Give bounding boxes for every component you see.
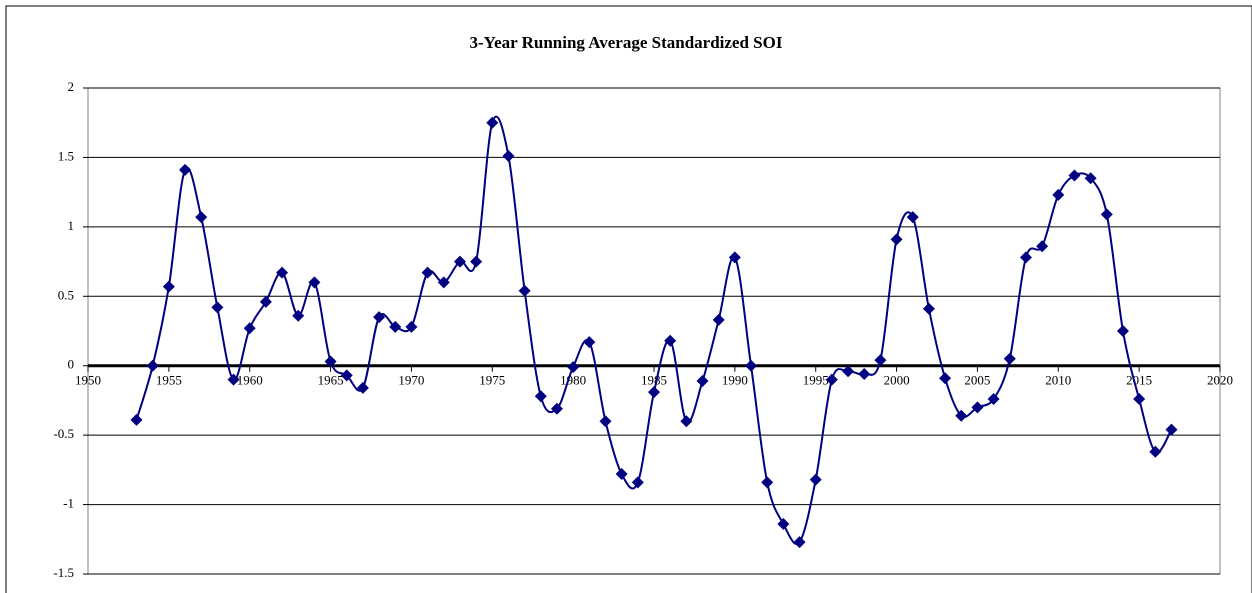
- data-point: [906, 211, 919, 224]
- y-tick-label: -1: [63, 496, 74, 511]
- data-point: [599, 415, 612, 428]
- y-tick-label: 2: [68, 79, 75, 94]
- y-tick-label: 0.5: [58, 287, 74, 302]
- data-point: [518, 284, 531, 297]
- data-point: [1003, 352, 1016, 365]
- data-point: [1068, 169, 1081, 182]
- data-point: [405, 320, 418, 333]
- data-point: [227, 373, 240, 386]
- x-tick-label: 1995: [803, 373, 829, 388]
- x-tick-label: 1950: [75, 373, 101, 388]
- data-point: [356, 381, 369, 394]
- plot-area: [87, 87, 1221, 575]
- x-tick-label: 2015: [1126, 373, 1152, 388]
- data-point: [1165, 423, 1178, 436]
- data-point: [437, 276, 450, 289]
- data-point: [567, 361, 580, 374]
- x-tick-label: 1975: [479, 373, 505, 388]
- data-point: [195, 211, 208, 224]
- data-point: [664, 334, 677, 347]
- data-point: [502, 150, 515, 163]
- data-point: [324, 355, 337, 368]
- data-point: [793, 536, 806, 549]
- y-tick-label: -1.5: [53, 565, 74, 580]
- data-point: [1019, 251, 1032, 264]
- data-point: [712, 313, 725, 326]
- data-point: [1052, 188, 1065, 201]
- data-point: [987, 393, 1000, 406]
- y-tick-label: 1: [68, 218, 75, 233]
- data-point: [211, 301, 224, 314]
- y-tick-label: 1.5: [58, 148, 74, 163]
- x-tick-label: 1970: [398, 373, 424, 388]
- data-point: [631, 476, 644, 489]
- data-point: [745, 359, 758, 372]
- data-point: [340, 369, 353, 382]
- data-point: [728, 251, 741, 264]
- data-point: [1100, 208, 1113, 221]
- data-point: [874, 354, 887, 367]
- data-point: [292, 309, 305, 322]
- data-point: [453, 255, 466, 268]
- data-point: [276, 266, 289, 279]
- data-point: [130, 413, 143, 426]
- data-point: [1149, 445, 1162, 458]
- data-point: [761, 476, 774, 489]
- chart-border: [5, 5, 1252, 593]
- data-point: [1084, 172, 1097, 185]
- x-tick-label: 2005: [964, 373, 990, 388]
- x-tick-label: 2000: [884, 373, 910, 388]
- data-point: [809, 473, 822, 486]
- data-point: [550, 402, 563, 415]
- data-point: [939, 372, 952, 385]
- data-point: [243, 322, 256, 335]
- data-point: [1116, 325, 1129, 337]
- x-tick-label: 2020: [1207, 373, 1233, 388]
- data-point: [583, 336, 596, 349]
- data-point: [1133, 393, 1146, 406]
- data-point: [179, 163, 192, 176]
- y-tick-label: 0: [68, 357, 75, 372]
- data-point: [922, 302, 935, 315]
- data-point: [308, 276, 321, 289]
- data-point: [890, 233, 903, 246]
- x-tick-label: 1985: [641, 373, 667, 388]
- x-tick-label: 2010: [1045, 373, 1071, 388]
- data-point: [696, 374, 709, 387]
- data-point: [971, 401, 984, 414]
- x-tick-label: 1960: [237, 373, 263, 388]
- data-point: [534, 390, 547, 403]
- data-point: [162, 280, 175, 293]
- series-line: [135, 115, 1173, 545]
- data-point: [825, 373, 838, 386]
- data-point: [777, 518, 790, 531]
- data-point: [680, 415, 693, 428]
- x-tick-label: 1990: [722, 373, 748, 388]
- x-tick-label: 1955: [156, 373, 182, 388]
- data-point: [615, 468, 628, 481]
- chart-title: 3-Year Running Average Standardized SOI: [470, 33, 783, 52]
- x-tick-label: 1980: [560, 373, 586, 388]
- data-point: [259, 295, 272, 308]
- x-tick-label: 1965: [318, 373, 344, 388]
- data-point: [421, 266, 434, 279]
- data-point: [648, 386, 660, 399]
- data-point: [146, 359, 159, 372]
- data-point: [486, 116, 499, 129]
- data-point: [858, 368, 871, 381]
- data-point: [842, 365, 855, 378]
- data-point: [1036, 240, 1049, 253]
- y-tick-label: -0.5: [53, 426, 74, 441]
- data-point: [389, 320, 402, 333]
- data-point: [955, 409, 968, 422]
- data-point: [470, 255, 483, 268]
- data-point: [373, 311, 386, 324]
